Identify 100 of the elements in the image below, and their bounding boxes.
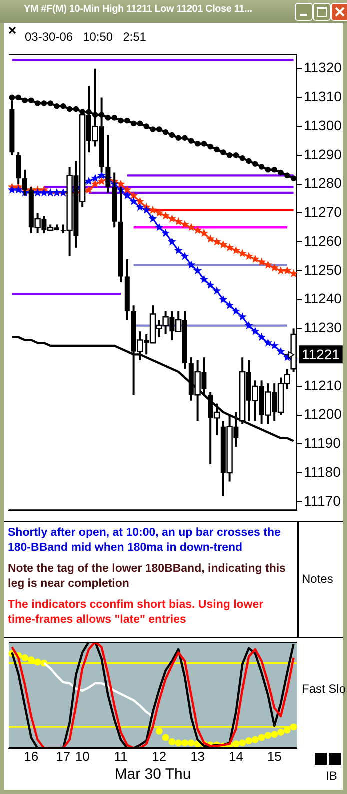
point <box>244 252 254 260</box>
point <box>251 254 260 264</box>
point <box>116 180 126 188</box>
point <box>168 238 176 246</box>
point <box>238 249 247 258</box>
point <box>219 295 228 304</box>
point <box>123 186 132 194</box>
point <box>142 206 151 214</box>
x-tick-label: 12 <box>152 748 167 764</box>
y-tick-label: 11270 <box>304 204 342 220</box>
point <box>136 197 144 206</box>
point <box>176 135 182 142</box>
point <box>22 98 28 104</box>
point <box>162 228 170 238</box>
point <box>239 740 246 747</box>
point <box>168 214 176 223</box>
point <box>271 731 278 738</box>
point <box>180 220 190 228</box>
point <box>28 98 34 104</box>
point <box>187 223 196 232</box>
point <box>265 166 272 173</box>
point <box>130 197 138 206</box>
point <box>182 135 188 142</box>
point <box>112 115 118 121</box>
point <box>290 176 297 182</box>
point <box>270 264 279 272</box>
x-tick-label: 10 <box>75 748 90 764</box>
point <box>276 347 286 356</box>
point <box>246 737 252 744</box>
x-tick-label: 11 <box>114 748 128 764</box>
point <box>233 152 240 158</box>
point <box>252 161 258 168</box>
text: Shortly after open, at 10:00, an up bar crosses the 180-BBand mid when 180ma in down-trend <box>8 526 282 556</box>
point <box>155 223 164 232</box>
point <box>206 234 215 243</box>
point <box>137 120 144 127</box>
point <box>156 728 163 735</box>
point <box>22 654 28 662</box>
point <box>130 191 138 200</box>
text: Notes <box>302 572 334 586</box>
point <box>278 728 284 736</box>
point <box>136 202 144 212</box>
y-tick-label: 11200 <box>304 406 342 422</box>
point <box>66 106 73 112</box>
point <box>214 146 220 153</box>
point <box>219 240 228 249</box>
point <box>14 186 23 194</box>
y-tick-label: 11300 <box>304 117 342 134</box>
point <box>144 124 150 130</box>
point <box>238 312 247 321</box>
point <box>73 106 80 112</box>
y-tick-label: 11290 <box>304 146 342 162</box>
point <box>155 208 164 217</box>
x-tick-label: 14 <box>228 748 244 764</box>
point <box>264 338 272 347</box>
point <box>258 734 266 742</box>
point <box>264 260 272 269</box>
point <box>84 186 94 194</box>
point <box>16 94 22 101</box>
point <box>272 166 278 173</box>
point <box>290 724 298 731</box>
point <box>148 214 158 223</box>
point <box>246 158 252 164</box>
point <box>290 269 298 278</box>
point <box>194 266 202 275</box>
point <box>258 164 265 170</box>
point <box>9 94 16 101</box>
x-tick-label: 17 <box>56 748 71 764</box>
point <box>284 726 291 734</box>
y-tick-label: 11280 <box>304 175 342 192</box>
point <box>150 126 156 132</box>
point <box>188 740 195 747</box>
point <box>168 738 176 746</box>
point <box>252 736 259 744</box>
point <box>251 327 260 336</box>
point <box>226 152 233 158</box>
point <box>162 734 170 742</box>
point <box>60 103 66 110</box>
x-tick-label: 16 <box>24 748 39 764</box>
x-axis-title: Mar 30 Thu <box>114 766 192 784</box>
point <box>34 188 42 197</box>
point <box>283 266 292 275</box>
y-tick-label: 11170 <box>304 492 342 509</box>
point <box>258 332 266 341</box>
point <box>84 176 94 186</box>
point <box>200 275 208 284</box>
point <box>91 180 100 188</box>
text: The indicators cconfim short bias. Using lower time-frames allows "late" entries <box>8 598 265 628</box>
point <box>276 266 286 275</box>
point <box>156 126 162 132</box>
point <box>174 246 183 254</box>
point <box>91 174 100 182</box>
point <box>188 138 194 144</box>
point <box>182 740 188 747</box>
text: 11221 <box>302 346 340 363</box>
point <box>212 238 222 246</box>
point <box>232 306 240 316</box>
y-tick-label: 11230 <box>304 320 342 336</box>
point <box>130 120 137 127</box>
point <box>220 150 226 156</box>
